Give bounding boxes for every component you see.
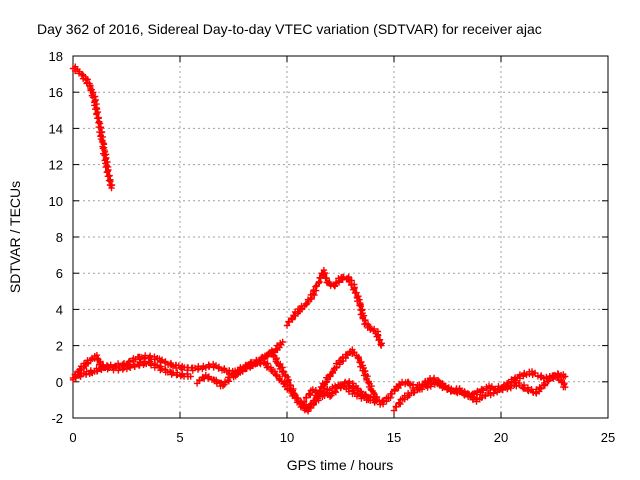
y-tick-label: 0	[56, 375, 63, 390]
data-point-markers	[283, 266, 385, 349]
data-series	[390, 368, 569, 414]
data-series	[300, 372, 569, 408]
x-tick-label: 15	[387, 430, 401, 445]
x-tick-label: 0	[69, 430, 76, 445]
data-point-markers	[300, 372, 569, 408]
plot-frame	[72, 55, 609, 419]
data-series	[232, 346, 381, 415]
y-tick-label: -2	[51, 411, 63, 426]
y-tick-label: 4	[56, 302, 63, 317]
x-axis-title: GPS time / hours	[287, 457, 394, 473]
x-tick-label: 5	[176, 430, 183, 445]
y-tick-label: 10	[49, 194, 63, 209]
data-point-markers	[69, 63, 116, 192]
x-tick-label: 20	[494, 430, 508, 445]
y-tick-label: 16	[49, 85, 63, 100]
y-tick-labels: -2 0 2 4 6 8 10 12 14 16 18	[49, 49, 63, 426]
y-tick-label: 2	[56, 339, 63, 354]
x-tick-label: 10	[280, 430, 294, 445]
y-tick-label: 6	[56, 266, 63, 281]
y-tick-label: 18	[49, 49, 63, 64]
y-tick-label: 12	[49, 158, 63, 173]
y-tick-label: 14	[49, 121, 63, 136]
data-point-markers	[390, 368, 569, 414]
x-tick-labels: 0 5 10 15 20 25	[69, 430, 615, 445]
y-tick-label: 8	[56, 230, 63, 245]
y-axis-title: SDTVAR / TECUs	[7, 181, 23, 293]
data-points	[69, 63, 569, 415]
data-series	[283, 266, 385, 349]
data-point-markers	[69, 358, 194, 383]
chart-title: Day 362 of 2016, Sidereal Day-to-day VTE…	[37, 21, 542, 37]
x-tick-label: 25	[601, 430, 615, 445]
data-series	[69, 63, 116, 192]
data-series	[69, 358, 194, 383]
data-point-markers	[232, 346, 381, 415]
